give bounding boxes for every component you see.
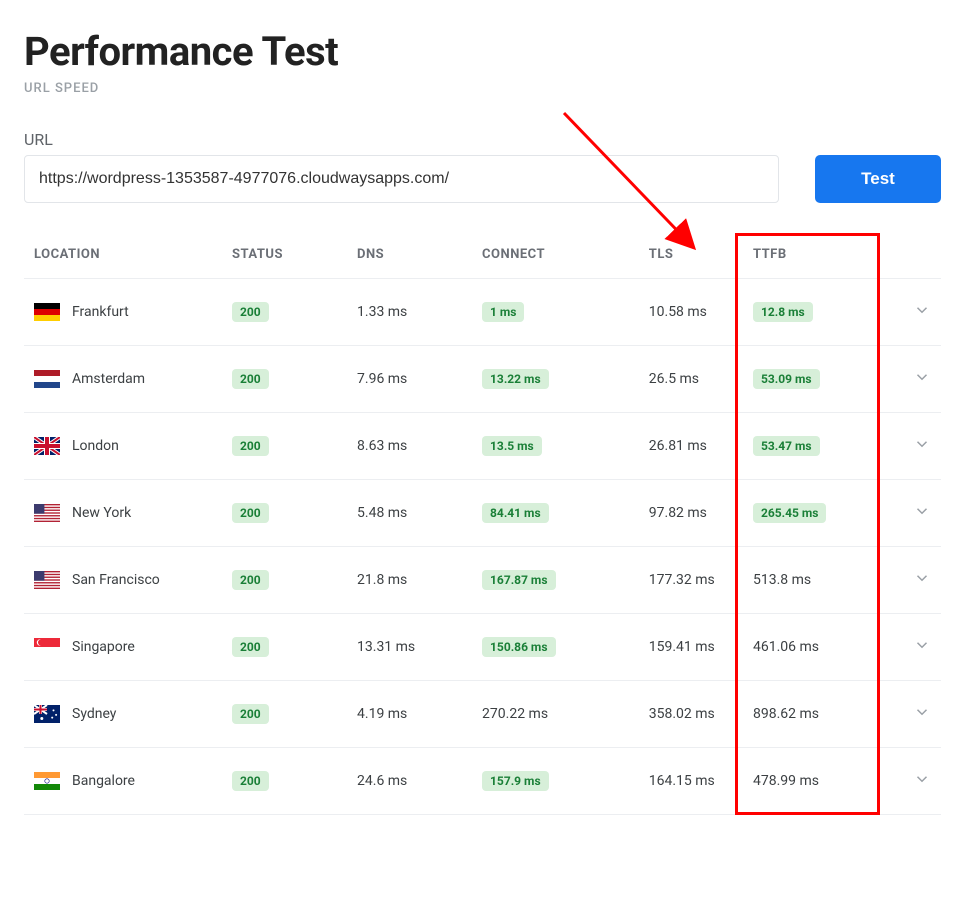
ttfb-value: 478.99 ms xyxy=(743,748,878,815)
test-button[interactable]: Test xyxy=(815,155,941,203)
tls-value: 26.81 ms xyxy=(639,413,743,480)
tls-value: 26.5 ms xyxy=(639,346,743,413)
location-name: London xyxy=(72,438,119,454)
connect-value: 270.22 ms xyxy=(472,681,639,748)
url-label: URL xyxy=(24,130,941,149)
dns-value: 7.96 ms xyxy=(347,346,472,413)
col-tls: TLS xyxy=(639,233,743,279)
dns-value: 24.6 ms xyxy=(347,748,472,815)
tls-value: 97.82 ms xyxy=(639,480,743,547)
table-row: New York 200 5.48 ms84.41 ms97.82 ms265.4… xyxy=(24,480,941,547)
table-row: Frankfurt 200 1.33 ms1 ms10.58 ms12.8 ms xyxy=(24,279,941,346)
status-badge: 200 xyxy=(232,369,269,389)
connect-value: 84.41 ms xyxy=(472,480,639,547)
flag-icon xyxy=(34,504,60,522)
location-name: Sydney xyxy=(72,706,116,722)
table-row: Bangalore 200 24.6 ms157.9 ms164.15 ms478… xyxy=(24,748,941,815)
flag-icon xyxy=(34,303,60,321)
dns-value: 21.8 ms xyxy=(347,547,472,614)
location-name: Frankfurt xyxy=(72,304,129,320)
dns-value: 13.31 ms xyxy=(347,614,472,681)
status-badge: 200 xyxy=(232,503,269,523)
flag-icon xyxy=(34,437,60,455)
col-location: LOCATION xyxy=(24,233,222,279)
table-row: Singapore 200 13.31 ms150.86 ms159.41 ms4… xyxy=(24,614,941,681)
dns-value: 4.19 ms xyxy=(347,681,472,748)
url-input[interactable] xyxy=(24,155,779,203)
status-badge: 200 xyxy=(232,570,269,590)
location-name: New York xyxy=(72,505,131,521)
location-name: San Francisco xyxy=(72,572,160,588)
tls-value: 177.32 ms xyxy=(639,547,743,614)
table-row: San Francisco 200 21.8 ms167.87 ms177.32 … xyxy=(24,547,941,614)
chevron-down-icon[interactable] xyxy=(913,770,931,788)
table-header-row: LOCATION STATUS DNS CONNECT TLS TTFB xyxy=(24,233,941,279)
location-name: Amsterdam xyxy=(72,371,145,387)
flag-icon xyxy=(34,772,60,790)
ttfb-value: 53.47 ms xyxy=(743,413,878,480)
dns-value: 8.63 ms xyxy=(347,413,472,480)
connect-value: 150.86 ms xyxy=(472,614,639,681)
chevron-down-icon[interactable] xyxy=(913,368,931,386)
page-title: Performance Test xyxy=(24,28,941,75)
connect-value: 1 ms xyxy=(472,279,639,346)
col-status: STATUS xyxy=(222,233,347,279)
url-row: Test xyxy=(24,155,941,203)
connect-value: 13.5 ms xyxy=(472,413,639,480)
flag-icon xyxy=(34,705,60,723)
status-badge: 200 xyxy=(232,302,269,322)
tls-value: 164.15 ms xyxy=(639,748,743,815)
results-table: LOCATION STATUS DNS CONNECT TLS TTFB Fra… xyxy=(24,233,941,815)
flag-icon xyxy=(34,571,60,589)
col-dns: DNS xyxy=(347,233,472,279)
chevron-down-icon[interactable] xyxy=(913,502,931,520)
results-table-wrap: LOCATION STATUS DNS CONNECT TLS TTFB Fra… xyxy=(24,233,941,815)
chevron-down-icon[interactable] xyxy=(913,636,931,654)
dns-value: 5.48 ms xyxy=(347,480,472,547)
chevron-down-icon[interactable] xyxy=(913,435,931,453)
tls-value: 358.02 ms xyxy=(639,681,743,748)
table-row: London 200 8.63 ms13.5 ms26.81 ms53.47 ms xyxy=(24,413,941,480)
col-expand xyxy=(878,233,941,279)
flag-icon xyxy=(34,638,60,656)
status-badge: 200 xyxy=(232,436,269,456)
chevron-down-icon[interactable] xyxy=(913,703,931,721)
table-row: Amsterdam 200 7.96 ms13.22 ms26.5 ms53.09… xyxy=(24,346,941,413)
page-subtitle: URL SPEED xyxy=(24,81,941,96)
dns-value: 1.33 ms xyxy=(347,279,472,346)
status-badge: 200 xyxy=(232,771,269,791)
ttfb-value: 513.8 ms xyxy=(743,547,878,614)
ttfb-value: 53.09 ms xyxy=(743,346,878,413)
col-connect: CONNECT xyxy=(472,233,639,279)
col-ttfb: TTFB xyxy=(743,233,878,279)
tls-value: 159.41 ms xyxy=(639,614,743,681)
connect-value: 167.87 ms xyxy=(472,547,639,614)
ttfb-value: 12.8 ms xyxy=(743,279,878,346)
table-row: Sydney 200 4.19 ms270.22 ms358.02 ms898.6… xyxy=(24,681,941,748)
status-badge: 200 xyxy=(232,704,269,724)
status-badge: 200 xyxy=(232,637,269,657)
ttfb-value: 265.45 ms xyxy=(743,480,878,547)
location-name: Bangalore xyxy=(72,773,135,789)
chevron-down-icon[interactable] xyxy=(913,569,931,587)
connect-value: 13.22 ms xyxy=(472,346,639,413)
ttfb-value: 461.06 ms xyxy=(743,614,878,681)
ttfb-value: 898.62 ms xyxy=(743,681,878,748)
flag-icon xyxy=(34,370,60,388)
location-name: Singapore xyxy=(72,639,135,655)
connect-value: 157.9 ms xyxy=(472,748,639,815)
chevron-down-icon[interactable] xyxy=(913,301,931,319)
tls-value: 10.58 ms xyxy=(639,279,743,346)
